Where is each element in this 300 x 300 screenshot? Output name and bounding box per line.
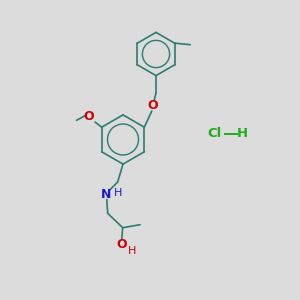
Text: O: O xyxy=(148,99,158,112)
Text: O: O xyxy=(116,238,127,251)
Text: N: N xyxy=(101,188,111,201)
Text: Cl: Cl xyxy=(207,127,222,140)
Text: H: H xyxy=(237,127,248,140)
Text: H: H xyxy=(128,246,136,256)
Text: O: O xyxy=(84,110,94,123)
Text: H: H xyxy=(114,188,122,198)
